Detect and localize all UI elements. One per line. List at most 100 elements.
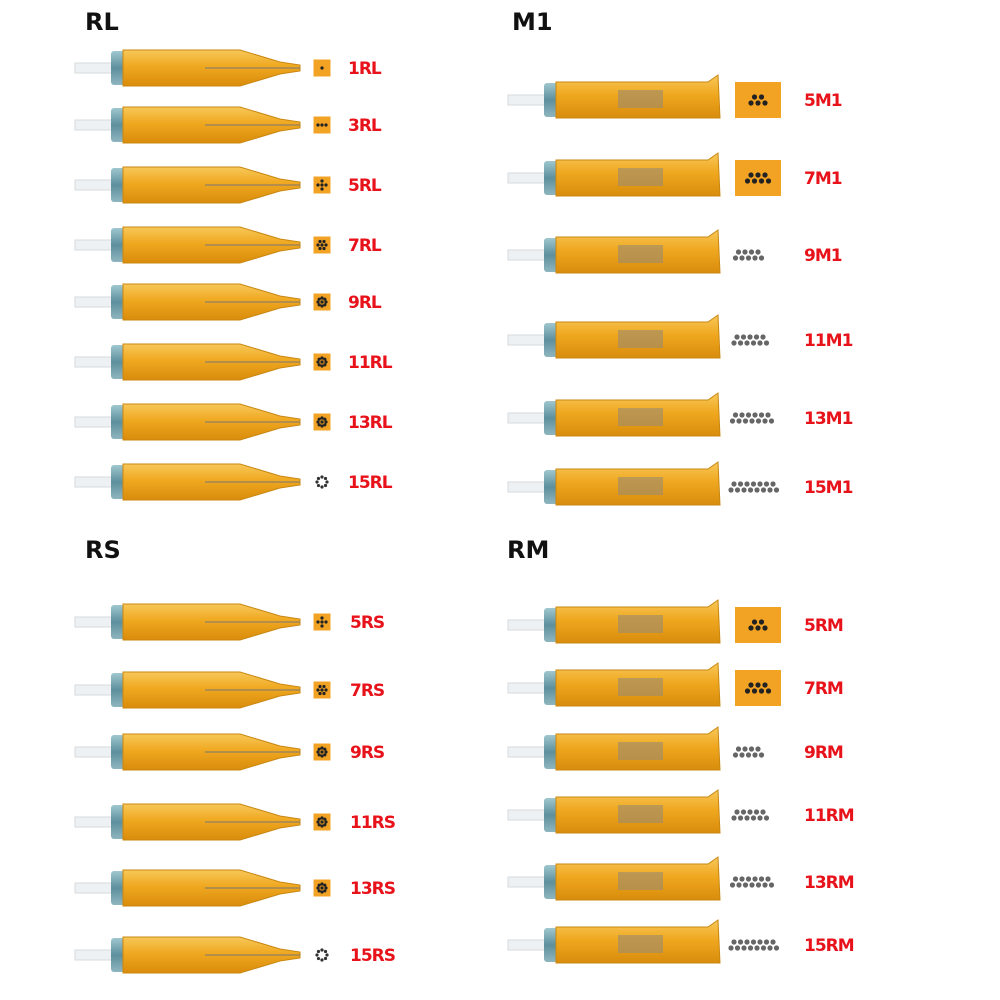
needle-dot <box>745 752 752 758</box>
needle-bar <box>618 678 663 696</box>
needle-dot <box>739 752 745 758</box>
needle-dot <box>744 939 750 945</box>
needle-dot <box>748 746 755 752</box>
needle-dot <box>320 754 324 758</box>
needle-dot <box>320 475 324 479</box>
tube <box>507 809 549 821</box>
needle-dot <box>753 809 760 815</box>
needle-dot <box>762 682 768 688</box>
cap <box>111 345 125 379</box>
needle-label: 9RL <box>348 293 382 313</box>
needle-dot <box>770 939 776 945</box>
tube <box>507 334 549 346</box>
icon-box <box>735 607 781 643</box>
needle-dot <box>317 753 321 757</box>
needle-dot <box>320 183 324 187</box>
needle-dot <box>752 412 758 418</box>
needle-dot <box>735 746 742 752</box>
cap <box>111 465 125 499</box>
needle-dot <box>747 487 754 493</box>
needle-dot <box>323 297 327 301</box>
needle-dot <box>320 688 324 692</box>
tube <box>74 746 116 758</box>
needle-dot <box>748 682 754 688</box>
cartridge-row: 7M1 <box>507 152 843 197</box>
needle-bar <box>618 615 663 633</box>
needle-dot <box>323 357 327 361</box>
needle-dot <box>318 246 322 251</box>
needle-dot <box>737 481 744 487</box>
needle-dot <box>773 487 780 493</box>
needle-label: 11RM <box>804 806 854 826</box>
needle-dot <box>758 255 765 261</box>
needle-dot <box>324 183 328 187</box>
cartridge-row: 3RL <box>74 106 383 144</box>
needle-dot <box>760 487 767 493</box>
needle-dot <box>740 809 747 815</box>
cartridge-row: 15RM <box>507 919 855 964</box>
needle-label: 15RM <box>804 936 854 956</box>
cap <box>111 108 125 142</box>
icon-box <box>735 670 781 706</box>
needle-dot <box>742 249 748 255</box>
needle-dot <box>320 948 324 952</box>
needle-dot <box>751 619 758 625</box>
needle-dot <box>734 487 741 493</box>
needle-dot <box>320 364 324 368</box>
needle-dot <box>320 424 324 428</box>
needle-label: 11RS <box>350 813 395 833</box>
cap <box>544 161 558 195</box>
tube <box>74 239 116 251</box>
icon-box <box>735 160 781 196</box>
needle-dot <box>324 123 328 127</box>
section-title: RS <box>85 536 121 564</box>
needle-dot <box>317 823 321 827</box>
needle-dot <box>765 876 771 882</box>
needle-dot <box>323 817 327 821</box>
needle-dot <box>325 953 329 957</box>
cartridge-row: 11RM <box>507 789 855 834</box>
needle-dot <box>755 682 761 688</box>
needle-dot <box>758 876 765 882</box>
needle-dot <box>762 100 768 106</box>
cap <box>111 405 125 439</box>
needle-dot <box>320 485 324 489</box>
tube <box>74 882 116 894</box>
needle-dot <box>744 481 750 487</box>
needle-dot <box>731 481 737 487</box>
needle-dot <box>741 945 747 951</box>
needle-dot <box>754 945 760 951</box>
needle-bar <box>618 935 663 953</box>
cap <box>111 168 125 202</box>
needle-dot <box>758 752 765 758</box>
cap <box>111 735 125 769</box>
needle-dot <box>750 939 757 945</box>
needle-dot <box>324 243 328 247</box>
needle-dot <box>322 691 326 696</box>
needle-label: 11M1 <box>804 331 853 351</box>
tube <box>507 682 549 694</box>
needle-dot <box>758 619 765 625</box>
needle-dot <box>323 949 328 954</box>
needle-dot <box>316 183 320 187</box>
needle-dot <box>765 412 771 418</box>
needle-dot <box>757 481 763 487</box>
needle-dot <box>752 752 758 758</box>
needle-dot <box>742 882 749 888</box>
cartridge-row: 9RS <box>74 733 385 771</box>
needle-dot <box>323 363 327 367</box>
needle-dot <box>763 939 770 945</box>
needle-dot <box>755 625 761 631</box>
needle-dot <box>324 820 328 824</box>
needle-dot <box>317 363 321 367</box>
needle-dot <box>316 476 321 481</box>
needle-dot <box>729 418 736 424</box>
cap <box>544 735 558 769</box>
needle-dot <box>732 752 739 758</box>
needle-dot <box>320 890 324 894</box>
needle-dot <box>755 746 761 752</box>
needle-bar <box>618 408 663 426</box>
needle-dot <box>315 480 319 484</box>
needle-dot <box>323 417 327 421</box>
